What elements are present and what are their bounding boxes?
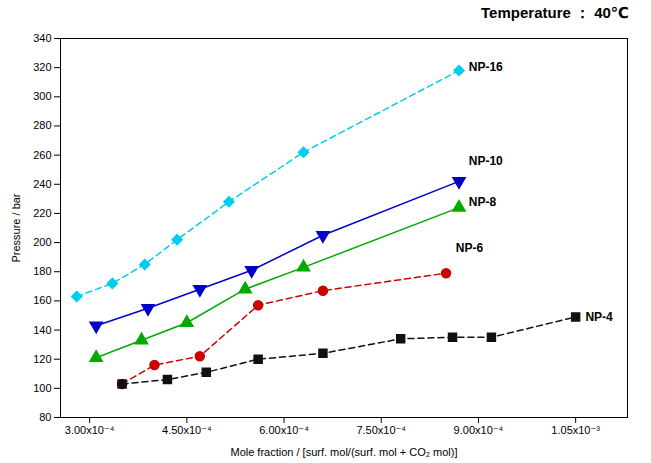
svg-text:320: 320: [33, 61, 51, 73]
svg-text:6.00x10⁻⁴: 6.00x10⁻⁴: [259, 424, 309, 436]
svg-text:NP-16: NP-16: [469, 60, 503, 74]
svg-text:300: 300: [33, 90, 51, 102]
svg-text:80: 80: [39, 411, 51, 423]
svg-text:120: 120: [33, 353, 51, 365]
svg-text:340: 340: [33, 32, 51, 44]
svg-text:3.00x10⁻⁴: 3.00x10⁻⁴: [65, 424, 115, 436]
svg-text:260: 260: [33, 149, 51, 161]
html-text:Temperature ： 40℃: Temperature ： 40℃: [481, 4, 629, 21]
svg-text:280: 280: [33, 119, 51, 131]
svg-text:Pressure / bar: Pressure / bar: [10, 193, 22, 262]
svg-text:NP-10: NP-10: [469, 154, 503, 168]
svg-text:240: 240: [33, 178, 51, 190]
svg-text:NP-8: NP-8: [469, 195, 497, 209]
svg-text:180: 180: [33, 265, 51, 277]
svg-text:200: 200: [33, 236, 51, 248]
svg-text:4.50x10⁻⁴: 4.50x10⁻⁴: [162, 424, 212, 436]
svg-text:NP-6: NP-6: [456, 241, 484, 255]
svg-text:100: 100: [33, 382, 51, 394]
svg-text:1.05x10⁻³: 1.05x10⁻³: [551, 424, 600, 436]
svg-text:9.00x10⁻⁴: 9.00x10⁻⁴: [454, 424, 504, 436]
svg-text:220: 220: [33, 207, 51, 219]
svg-text:160: 160: [33, 294, 51, 306]
svg-text:NP-4: NP-4: [585, 310, 613, 324]
svg-text:7.50x10⁻⁴: 7.50x10⁻⁴: [356, 424, 406, 436]
svg-text:140: 140: [33, 324, 51, 336]
svg-text:Mole fraction / [surf. mol/(su: Mole fraction / [surf. mol/(surf. mol + …: [230, 446, 457, 458]
